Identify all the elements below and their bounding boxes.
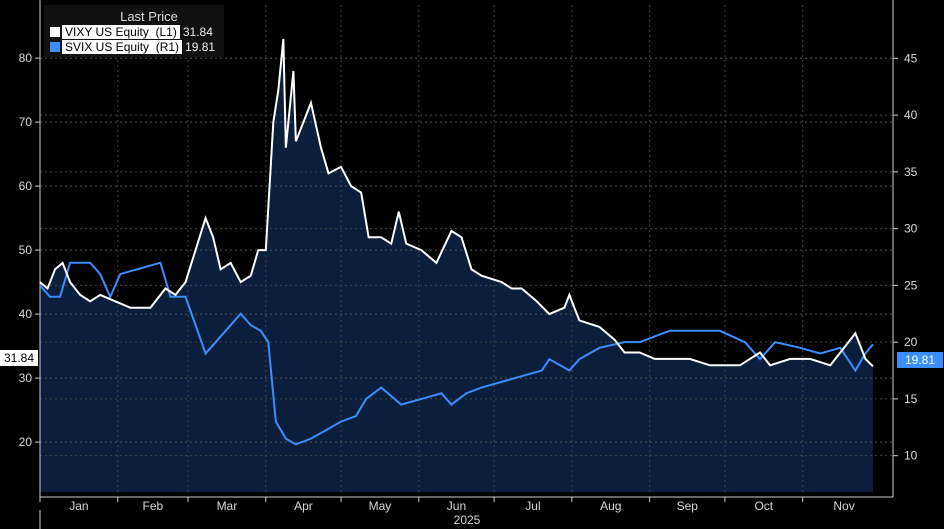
right-tick-label: 15 [904, 392, 918, 406]
legend-value: 31.84 [182, 24, 213, 39]
right-tick-label: 35 [904, 165, 918, 179]
right-tick-label: 10 [904, 449, 918, 463]
x-tick-label: Mar [217, 499, 238, 513]
left-tick-label: 80 [19, 51, 33, 65]
right-tick-label: 25 [904, 278, 918, 292]
x-tick-label: May [369, 499, 392, 513]
vixy-area [40, 38, 873, 493]
right-tick-label: 30 [904, 222, 918, 236]
x-tick-label: Jun [447, 499, 466, 513]
left-tick-label: 40 [19, 307, 33, 321]
right-tick-label: 40 [904, 108, 918, 122]
legend-item-vixy: VIXY US Equity (L1) 31.84 [50, 24, 224, 39]
right-tick-label: 45 [904, 51, 918, 65]
vixy-swatch [50, 26, 60, 37]
left-tick-label: 30 [19, 371, 33, 385]
legend-axis: (R1) [155, 39, 180, 54]
legend: Last Price VIXY US Equity (L1) 31.84 SVI… [44, 5, 224, 57]
svix-last-tag: 19.81 [897, 352, 944, 368]
legend-axis: (L1) [155, 24, 177, 39]
legend-value: 19.81 [185, 39, 216, 54]
legend-name: SVIX US Equity [65, 39, 150, 54]
x-tick-label: Oct [754, 499, 773, 513]
svix-swatch [50, 41, 60, 52]
vixy-line [39, 38, 874, 368]
left-tick-label: 50 [19, 243, 33, 257]
legend-title: Last Price [120, 9, 178, 24]
svix-line [39, 261, 874, 446]
x-tick-label: Sep [677, 499, 699, 513]
x-tick-label: Feb [143, 499, 164, 513]
x-tick-label: Aug [600, 499, 621, 513]
x-tick-label: Nov [833, 499, 854, 513]
vixy-last-tag: 31.84 [0, 350, 39, 366]
x-tick-label: Jul [525, 499, 540, 513]
left-tick-label: 20 [19, 435, 33, 449]
legend-name: VIXY US Equity [65, 24, 149, 39]
left-tick-label: 60 [19, 179, 33, 193]
x-tick-label: Apr [294, 499, 313, 513]
x-tick-label: Jan [69, 499, 88, 513]
legend-item-svix: SVIX US Equity (R1) 19.81 [50, 39, 224, 54]
x-axis-year-label: 2025 [454, 513, 481, 527]
left-tick-label: 70 [19, 115, 33, 129]
right-tick-label: 20 [904, 335, 918, 349]
